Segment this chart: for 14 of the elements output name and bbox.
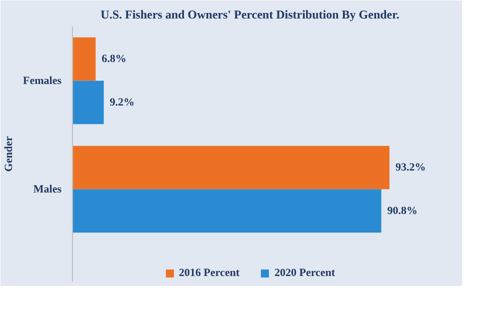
bar <box>72 37 96 81</box>
chart-title: U.S. Fishers and Owners' Percent Distribution By Gender. <box>100 8 400 22</box>
data-label: 6.8% <box>102 53 126 66</box>
legend-label: 2016 Percent <box>178 267 240 279</box>
y-tick-label: Males <box>33 183 62 196</box>
legend-label: 2020 Percent <box>274 267 336 279</box>
data-label: 90.8% <box>387 204 418 217</box>
data-label: 93.2% <box>395 162 426 174</box>
y-tick-label: Females <box>23 74 62 87</box>
bar <box>72 189 382 233</box>
data-label: 9.2% <box>110 96 135 108</box>
y-axis-title: Gender <box>3 136 16 172</box>
bar <box>72 146 390 190</box>
bar <box>72 80 104 124</box>
